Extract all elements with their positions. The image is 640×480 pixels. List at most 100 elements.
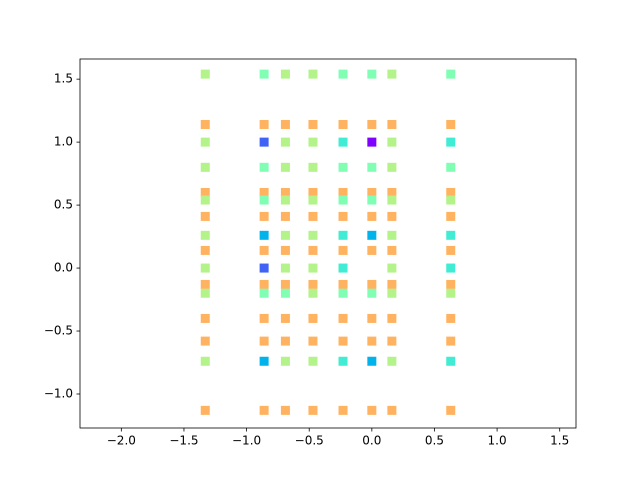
marker <box>200 187 210 197</box>
marker <box>446 137 456 147</box>
marker <box>446 245 456 255</box>
marker <box>280 313 290 323</box>
marker <box>367 356 377 366</box>
marker <box>387 195 397 205</box>
marker <box>280 137 290 147</box>
y-tick-label: 1.0 <box>54 135 73 149</box>
marker <box>308 279 318 289</box>
plot-frame <box>79 58 577 429</box>
marker <box>446 211 456 221</box>
x-tick-label: −1.0 <box>232 434 261 448</box>
marker <box>280 162 290 172</box>
x-tick-label: 1.0 <box>488 434 507 448</box>
marker <box>367 162 377 172</box>
marker <box>446 230 456 240</box>
marker <box>200 245 210 255</box>
marker <box>259 288 269 298</box>
marker <box>367 336 377 346</box>
marker <box>200 288 210 298</box>
marker <box>338 356 348 366</box>
marker <box>259 230 269 240</box>
y-tick-label: 1.5 <box>54 72 73 86</box>
marker <box>200 137 210 147</box>
marker <box>280 119 290 129</box>
marker <box>259 195 269 205</box>
marker <box>200 119 210 129</box>
marker <box>280 245 290 255</box>
marker <box>308 69 318 79</box>
marker <box>387 313 397 323</box>
marker <box>446 336 456 346</box>
x-tick-label: 0.0 <box>362 434 381 448</box>
marker <box>259 137 269 147</box>
marker <box>446 313 456 323</box>
marker <box>338 263 348 273</box>
marker <box>338 119 348 129</box>
marker <box>308 356 318 366</box>
marker <box>200 279 210 289</box>
marker <box>387 69 397 79</box>
marker <box>387 119 397 129</box>
y-tick-label: 0.5 <box>54 198 73 212</box>
marker <box>338 211 348 221</box>
marker <box>387 162 397 172</box>
marker <box>338 195 348 205</box>
marker <box>387 245 397 255</box>
marker <box>367 211 377 221</box>
marker <box>387 336 397 346</box>
marker <box>338 230 348 240</box>
x-tick-label: 1.5 <box>550 434 569 448</box>
marker <box>280 69 290 79</box>
marker <box>259 119 269 129</box>
x-tick-label: −2.0 <box>107 434 136 448</box>
marker <box>338 69 348 79</box>
marker <box>308 211 318 221</box>
x-tick-label: 0.5 <box>425 434 444 448</box>
marker <box>446 162 456 172</box>
y-tick-label: −1.0 <box>44 386 73 400</box>
marker <box>280 405 290 415</box>
marker <box>280 288 290 298</box>
marker <box>308 313 318 323</box>
marker <box>387 187 397 197</box>
marker <box>259 356 269 366</box>
marker <box>338 336 348 346</box>
marker <box>387 137 397 147</box>
marker <box>387 230 397 240</box>
marker <box>338 245 348 255</box>
marker <box>338 162 348 172</box>
marker <box>308 119 318 129</box>
marker <box>200 195 210 205</box>
marker <box>308 137 318 147</box>
marker <box>280 230 290 240</box>
marker <box>259 405 269 415</box>
marker <box>200 263 210 273</box>
marker <box>308 336 318 346</box>
marker <box>200 313 210 323</box>
marker <box>387 279 397 289</box>
marker <box>308 195 318 205</box>
marker <box>367 137 377 147</box>
marker <box>259 162 269 172</box>
marker <box>200 211 210 221</box>
marker <box>367 195 377 205</box>
marker <box>387 405 397 415</box>
marker <box>259 336 269 346</box>
marker <box>338 279 348 289</box>
marker <box>387 211 397 221</box>
marker <box>367 405 377 415</box>
marker <box>280 336 290 346</box>
marker <box>308 230 318 240</box>
y-tick-label: −0.5 <box>44 324 73 338</box>
marker <box>387 288 397 298</box>
marker <box>367 69 377 79</box>
marker <box>280 187 290 197</box>
marker <box>280 279 290 289</box>
marker <box>259 279 269 289</box>
marker <box>446 195 456 205</box>
marker <box>446 356 456 366</box>
marker <box>200 336 210 346</box>
marker <box>446 288 456 298</box>
marker <box>338 405 348 415</box>
